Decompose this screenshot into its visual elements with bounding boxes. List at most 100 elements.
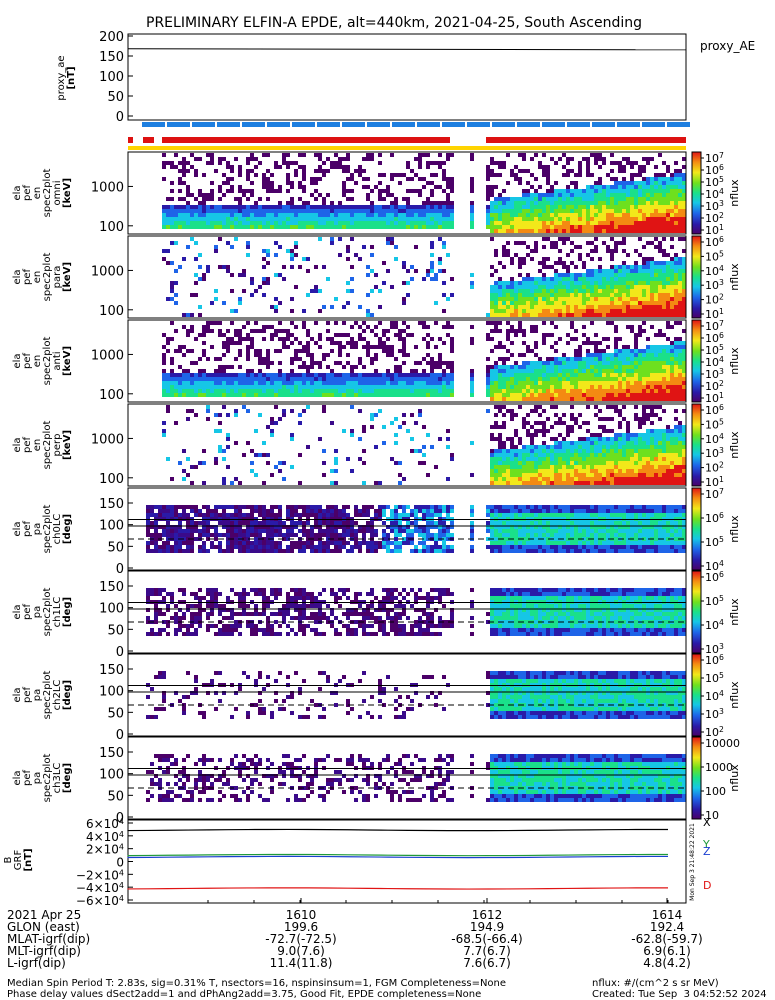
spectrogram-cell [290,321,294,325]
spectrogram-cell [342,305,346,309]
panel-tick-label: 100 [99,388,124,403]
spectrogram-cell [546,289,550,293]
spectrogram-cell [598,217,602,221]
spectrogram-cell [470,381,474,385]
spectrogram-cell [426,201,430,205]
spectrogram-cell [178,345,182,349]
spectrogram-cell [510,257,514,261]
spectrogram-cell [350,265,354,269]
spectrogram-cell [410,373,414,377]
spectrogram-cell [534,177,538,181]
spectrogram-cell [162,161,166,165]
spectrogram-cell [638,169,642,173]
spectrogram-cell [322,473,326,477]
spectrogram-cell [650,193,654,197]
spectrogram-cell [542,477,546,481]
spectrogram-cell [278,369,282,373]
spectrogram-cell [298,225,302,229]
spectrogram-cell [526,193,530,197]
spectrogram-cell [526,181,530,185]
spectrogram-cell [322,393,326,397]
spectrogram-cell [282,385,286,389]
spectrogram-cell [666,277,670,281]
spectrogram-cell [378,481,382,485]
spectrogram-cell [306,385,310,389]
spectrogram-cell [650,217,654,221]
spectrogram-cell [622,469,626,473]
spectrogram-cell [350,289,354,293]
spectrogram-cell [618,293,622,297]
spectrogram-cell [402,261,406,265]
spectrogram-cell [578,273,582,277]
spectrogram-cell [550,313,554,317]
spectrogram-cell [526,225,530,229]
spectrogram-cell [498,465,502,469]
spectrogram-cell [610,277,614,281]
spectrogram-cell [422,225,426,229]
spectrogram-cell [678,261,682,265]
spectrogram-cell [678,357,682,361]
spectrogram-cell [678,361,682,365]
spectrogram-cell [670,305,674,309]
spectrogram-cell [522,197,526,201]
spectrogram-cell [502,205,506,209]
spectrogram-cell [666,397,670,401]
spectrogram-cell [270,173,274,177]
spectrogram-cell [646,357,650,361]
spectrogram-cell [682,265,686,269]
spectrogram-cell [650,409,654,413]
spectrogram-cell [278,225,282,229]
spectrogram-cell [590,209,594,213]
spectrogram-cell [622,433,626,437]
spectrogram-cell [250,281,254,285]
spectrogram-cell [506,229,510,233]
spectrogram-cell [606,321,610,325]
panel-tick-label: 1000 [91,432,124,447]
spectrogram-cell [334,389,338,393]
spectrogram-cell [198,305,202,309]
spectrogram-cell [310,357,314,361]
spectrogram-cell [618,421,622,425]
spectrogram-cell [578,377,582,381]
spectrogram-cell [614,269,618,273]
spectrogram-cell [318,205,322,209]
panel-ylabel-line: [keV] [62,262,73,292]
spectrogram-cell [414,449,418,453]
spectrogram-cell [574,309,578,313]
spectrogram-cell [610,477,614,481]
spectrogram-cell [654,457,658,461]
spectrogram-cell [570,417,574,421]
spectrogram-cell [634,273,638,277]
spectrogram-cell [174,269,178,273]
spectrogram-cell [626,373,630,377]
spectrogram-cell [222,373,226,377]
spectrogram-cell [374,325,378,329]
spectrogram-cell [530,481,534,485]
spectrogram-cell [282,329,286,333]
spectrogram-cell [366,293,370,297]
spectrogram-cell [194,205,198,209]
spectrogram-cell [662,189,666,193]
spectrogram-cell [562,365,566,369]
spectrogram-cell [618,353,622,357]
spectrogram-cell [546,265,550,269]
spectrogram-cell [266,281,270,285]
spectrogram-cell [646,289,650,293]
spectrogram-cell [510,481,514,485]
spectrogram-cell [378,337,382,341]
spectrogram-cell [330,389,334,393]
spectrogram-cell [630,309,634,313]
spectrogram-cell [542,237,546,241]
spectrogram-cell [618,165,622,169]
spectrogram-cell [662,177,666,181]
spectrogram-cell [678,453,682,457]
spectrogram-cell [638,385,642,389]
spectrogram-cell [530,365,534,369]
spectrogram-cell [270,389,274,393]
spectrogram-cell [610,193,614,197]
spectrogram-cell [642,465,646,469]
spectrogram-cell [586,453,590,457]
spectrogram-cell [290,221,294,225]
spectrogram-cell [582,293,586,297]
spectrogram-cell [662,393,666,397]
